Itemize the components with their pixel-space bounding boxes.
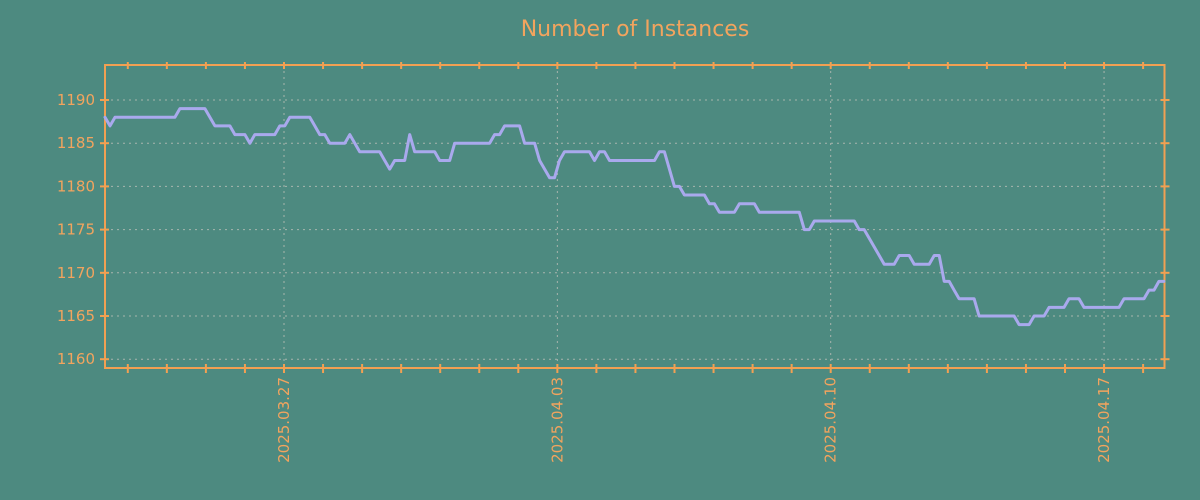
y-tick-label: 1180 xyxy=(57,177,95,195)
x-tick-label: 2025.04.10 xyxy=(822,377,840,463)
x-tick-label: 2025.04.03 xyxy=(548,377,566,463)
data-line xyxy=(103,107,1166,327)
y-tick-label: 1170 xyxy=(57,264,95,282)
chart-title: Number of Instances xyxy=(520,17,750,42)
y-tick-label: 1165 xyxy=(57,307,95,325)
x-tick-label: 2025.03.27 xyxy=(275,377,293,463)
y-tick-label: 1175 xyxy=(57,221,95,239)
y-tick-label: 1190 xyxy=(57,91,95,109)
y-tick-label: 1185 xyxy=(57,134,95,152)
plot-border xyxy=(104,64,1166,369)
x-tick-label: 2025.04.17 xyxy=(1095,377,1113,463)
y-tick-label: 1160 xyxy=(57,350,95,368)
